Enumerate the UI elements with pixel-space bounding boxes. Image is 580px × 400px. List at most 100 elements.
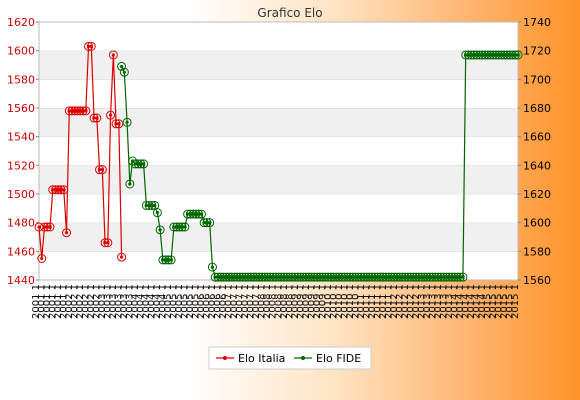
data-point-center: [208, 221, 212, 225]
data-point: [458, 272, 468, 282]
right-tick-label: 1660: [523, 131, 551, 144]
x-tick-label: 2015 1: [510, 284, 521, 319]
data-point: [155, 225, 165, 235]
right-tick-label: 1700: [523, 73, 551, 86]
x-tick-label: 2011 1: [378, 284, 389, 319]
data-point: [37, 254, 47, 263]
x-tick-label: 2010 1: [339, 284, 350, 319]
data-point-center: [155, 211, 159, 215]
grid-band: [39, 22, 518, 51]
x-tick-label: 2001 1: [59, 284, 70, 319]
data-point-center: [122, 70, 126, 74]
left-tick-label: 1460: [7, 245, 35, 258]
data-point: [180, 222, 190, 232]
left-tick-label: 1540: [7, 131, 35, 144]
legend-box: [208, 346, 372, 370]
x-tick-label: 2006 1: [218, 284, 229, 319]
x-tick-label: 2014 1: [460, 284, 471, 319]
x-tick-label: 2002 1: [81, 284, 92, 319]
x-tick-label: 2007 1: [251, 284, 262, 319]
x-tick-label: 2008 1: [262, 284, 273, 319]
data-point-center: [119, 255, 124, 259]
data-point-center: [84, 109, 88, 113]
right-tick-label: 1720: [523, 45, 551, 58]
data-point: [62, 228, 72, 238]
x-tick-label: 2005 1: [185, 284, 196, 319]
data-point: [128, 156, 138, 166]
legend-swatch-dot: [223, 356, 227, 360]
x-tick-label: 2013 1: [444, 284, 455, 319]
x-tick-label: 2015 1: [482, 284, 493, 319]
grid-band: [39, 222, 518, 252]
x-tick-label: 2010 1: [345, 284, 356, 319]
x-tick-label: 2001 1: [53, 284, 64, 319]
x-tick-label: 2013 1: [416, 284, 427, 319]
data-point-center: [64, 231, 69, 235]
data-point: [106, 110, 116, 120]
data-point: [59, 185, 69, 195]
x-tick-label: 2008 1: [279, 284, 290, 319]
data-point: [92, 113, 102, 123]
x-tick-label: 2010 1: [350, 284, 361, 319]
data-point: [97, 165, 107, 175]
x-tick-label: 2015 1: [493, 284, 504, 319]
x-tick-label: 2003 1: [119, 284, 130, 319]
data-point-center: [153, 203, 157, 208]
data-point: [103, 238, 113, 248]
x-tick-label: 2004 1: [158, 284, 169, 319]
x-tick-label: 2010 1: [323, 284, 334, 319]
x-tick-label: 2001 1: [48, 284, 59, 319]
x-tick-label: 2014 1: [466, 284, 477, 319]
data-point: [166, 255, 176, 265]
x-tick-label: 2007 1: [235, 284, 246, 319]
x-tick-label: 2014 1: [449, 284, 460, 319]
x-tick-label: 2005 1: [174, 284, 185, 319]
data-point-center: [461, 275, 465, 279]
data-point: [45, 222, 55, 232]
data-point: [122, 117, 132, 127]
x-tick-label: 2002 1: [75, 284, 86, 319]
x-tick-label: 2013 1: [433, 284, 444, 319]
x-tick-label: 2009 1: [306, 284, 317, 319]
x-tick-label: 2010 1: [328, 284, 339, 319]
data-point: [139, 159, 149, 169]
grid-band: [39, 194, 518, 223]
grid-bands: [38, 21, 519, 281]
series-layer: [34, 41, 523, 282]
legend-label: Elo Italia: [238, 352, 285, 365]
x-tick-label: 2008 1: [257, 284, 268, 319]
x-tick-label: 2012 1: [405, 284, 416, 319]
left-tick-label: 1620: [7, 16, 35, 29]
data-point-center: [100, 168, 104, 172]
x-tick-label: 2009 1: [312, 284, 323, 319]
x-tick-label: 2012 1: [411, 284, 422, 319]
x-tick-label: 2011 1: [367, 284, 378, 319]
right-tick-label: 1680: [523, 102, 551, 115]
right-axis-ticks: 1560 1580 1600 1620 1640 1660 1680 1700 1720 1740: [518, 16, 551, 287]
data-point: [117, 61, 127, 71]
x-tick-label: 2008 1: [284, 284, 295, 319]
x-tick-label: 2001 1: [37, 284, 48, 319]
data-point-center: [111, 53, 115, 57]
data-point-center: [37, 225, 41, 229]
data-point: [125, 179, 135, 189]
right-tick-label: 1560: [523, 274, 551, 287]
x-tick-label: 2003 1: [125, 284, 136, 319]
left-tick-label: 1560: [7, 102, 35, 115]
data-point: [513, 50, 523, 60]
x-tick-label: 2007 1: [224, 284, 235, 319]
right-tick-label: 1620: [523, 188, 551, 201]
x-tick-label: 2012 1: [394, 284, 405, 319]
left-tick-label: 1480: [7, 217, 35, 230]
data-point-center: [128, 182, 132, 186]
legend: Elo Italia Elo FIDE: [208, 346, 372, 370]
x-tick-label: 2013 1: [422, 284, 433, 319]
right-tick-label: 1580: [523, 245, 551, 258]
x-tick-label: 2003 1: [97, 284, 108, 319]
x-tick-label: 2006 1: [213, 284, 224, 319]
x-tick-label: 2008 1: [273, 284, 284, 319]
data-point-center: [108, 113, 113, 117]
data-point-center: [40, 256, 44, 261]
x-tick-label: 2008 1: [268, 284, 279, 319]
